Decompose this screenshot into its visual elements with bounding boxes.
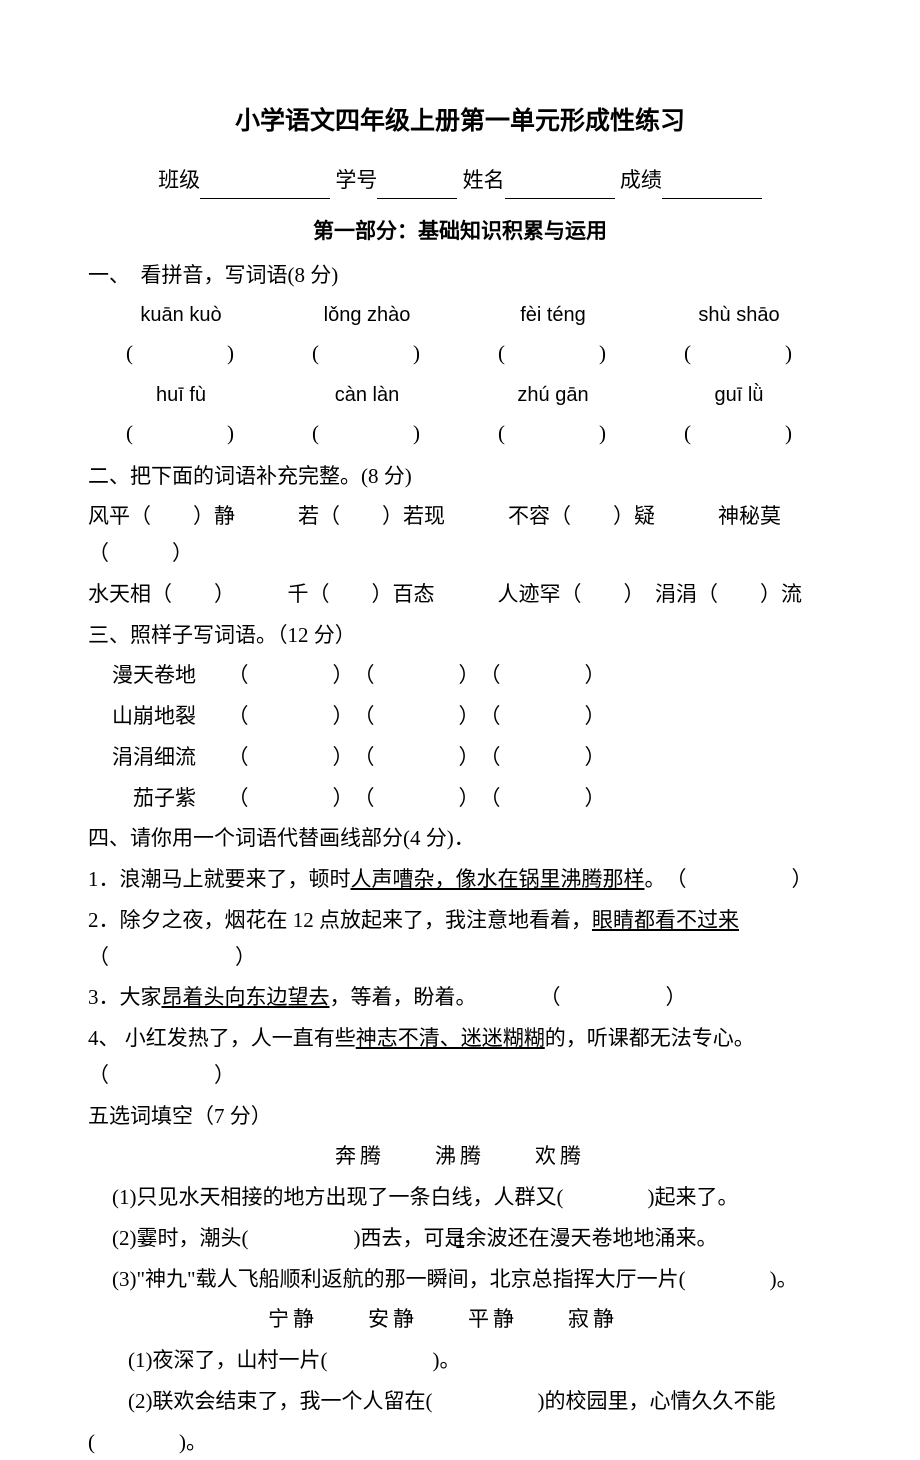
q4-underline: 人声嘈杂，像水在锅里沸腾那样 xyxy=(351,867,645,891)
q2-line-1: 风平（ ）静 若（ ）若现 不容（ ）疑 神秘莫（ ） xyxy=(88,498,832,572)
q5-group1-item: (1)只见水天相接的地方出现了一条白线，人群又( )起来了。 xyxy=(88,1179,832,1216)
question-4: 四、请你用一个词语代替画线部分(4 分)． 1．浪潮马上就要来了，顿时人声嘈杂，… xyxy=(88,820,832,1093)
class-blank[interactable] xyxy=(200,177,330,199)
question-5: 五选词填空（7 分） 奔腾 沸腾 欢腾 (1)只见水天相接的地方出现了一条白线，… xyxy=(88,1098,832,1460)
answer-blank[interactable]: ( ) xyxy=(646,335,832,372)
pinyin-item: kuān kuò xyxy=(88,298,274,333)
student-no-blank[interactable] xyxy=(377,177,457,199)
score-label: 成绩 xyxy=(620,168,662,192)
answer-blank[interactable]: ( ) xyxy=(88,415,274,452)
answer-blank[interactable]: ( ) xyxy=(460,415,646,452)
q4-item: 2．除夕之夜，烟花在 12 点放起来了，我注意地看着，眼睛都看不过来 （ ） xyxy=(88,902,832,976)
page-title: 小学语文四年级上册第一单元形成性练习 xyxy=(88,100,832,144)
q2-heading: 二、把下面的词语补充完整。(8 分) xyxy=(88,458,832,495)
q3-row: 山崩地裂 （ ） （ ） （ ） xyxy=(88,698,832,735)
pinyin-item: guī lǜ xyxy=(646,378,832,413)
q3-row: 茄子紫 （ ） （ ） （ ） xyxy=(88,780,832,817)
q2-line-2: 水天相（ ） 千（ ）百态 人迹罕（ ） 涓涓（ ）流 xyxy=(88,576,832,613)
q4-pre: 1．浪潮马上就要来了，顿时 xyxy=(88,867,351,891)
pinyin-item: zhú gān xyxy=(460,378,646,413)
name-label: 姓名 xyxy=(463,168,505,192)
q4-underline: 眼睛都看不过来 xyxy=(592,908,739,932)
question-3: 三、照样子写词语。（12 分） 漫天卷地 （ ） （ ） （ ） 山崩地裂 （ … xyxy=(88,617,832,817)
q1-pinyin-row-1: kuān kuò lǒng zhào fèi téng shù shāo xyxy=(88,298,832,333)
q5-group2-item: (1)夜深了，山村一片( )。 xyxy=(88,1342,832,1379)
q4-heading: 四、请你用一个词语代替画线部分(4 分)． xyxy=(88,820,832,857)
q4-post: ，等着，盼着。 （ ） xyxy=(330,985,687,1009)
answer-blank[interactable]: ( ) xyxy=(274,335,460,372)
q3-heading: 三、照样子写词语。（12 分） xyxy=(88,617,832,654)
q4-post: 。 （ ） xyxy=(645,867,813,891)
answer-blank[interactable]: ( ) xyxy=(460,335,646,372)
info-line: 班级 学号 姓名 成绩 xyxy=(88,162,832,199)
q3-row: 漫天卷地 （ ） （ ） （ ） xyxy=(88,657,832,694)
q5-group1-words: 奔腾 沸腾 欢腾 xyxy=(88,1138,832,1175)
q1-pinyin-row-2: huī fù càn làn zhú gān guī lǜ xyxy=(88,378,832,413)
answer-blank[interactable]: ( ) xyxy=(646,415,832,452)
q1-answer-row-1: ( ) ( ) ( ) ( ) xyxy=(88,335,832,372)
q4-pre: 3．大家 xyxy=(88,985,162,1009)
pinyin-item: shù shāo xyxy=(646,298,832,333)
q5-tail: ( )。 xyxy=(88,1424,832,1460)
score-blank[interactable] xyxy=(662,177,762,199)
q4-post: （ ） xyxy=(88,945,256,969)
class-label: 班级 xyxy=(158,168,200,192)
q4-underline: 神志不清、迷迷糊糊 xyxy=(356,1026,545,1050)
q4-pre: 2．除夕之夜，烟花在 12 点放起来了，我注意地看着， xyxy=(88,908,592,932)
q4-item: 3．大家昂着头向东边望去，等着，盼着。 （ ） xyxy=(88,979,832,1016)
answer-blank[interactable]: ( ) xyxy=(274,415,460,452)
pinyin-item: lǒng zhào xyxy=(274,298,460,333)
q5-group2-item: (2)联欢会结束了，我一个人留在( )的校园里，心情久久不能 xyxy=(88,1383,832,1420)
q5-heading: 五选词填空（7 分） xyxy=(88,1098,832,1135)
q5-group2-words: 宁静 安静 平静 寂静 xyxy=(208,1301,832,1338)
q4-underline: 昂着头向东边望去 xyxy=(162,985,330,1009)
q4-item: 4、 小红发热了，人一直有些神志不清、迷迷糊糊的，听课都无法专心。（ ） xyxy=(88,1020,832,1094)
section-title: 第一部分：基础知识积累与运用 xyxy=(88,213,832,250)
q1-answer-row-2: ( ) ( ) ( ) ( ) xyxy=(88,415,832,452)
student-no-label: 学号 xyxy=(335,168,377,192)
page-number: 1 xyxy=(455,1227,465,1259)
question-1: 一、 看拼音，写词语(8 分) kuān kuò lǒng zhào fèi t… xyxy=(88,257,832,451)
q1-heading: 一、 看拼音，写词语(8 分) xyxy=(88,257,832,294)
q4-pre: 4、 小红发热了，人一直有些 xyxy=(88,1026,356,1050)
question-2: 二、把下面的词语补充完整。(8 分) 风平（ ）静 若（ ）若现 不容（ ）疑 … xyxy=(88,458,832,613)
name-blank[interactable] xyxy=(505,177,615,199)
pinyin-item: càn làn xyxy=(274,378,460,413)
q3-row: 涓涓细流 （ ） （ ） （ ） xyxy=(88,739,832,776)
pinyin-item: huī fù xyxy=(88,378,274,413)
pinyin-item: fèi téng xyxy=(460,298,646,333)
q4-item: 1．浪潮马上就要来了，顿时人声嘈杂，像水在锅里沸腾那样。 （ ） xyxy=(88,861,832,898)
q5-group1-item: (3)"神九"载人飞船顺利返航的那一瞬间，北京总指挥大厅一片( )。 xyxy=(88,1261,832,1298)
answer-blank[interactable]: ( ) xyxy=(88,335,274,372)
